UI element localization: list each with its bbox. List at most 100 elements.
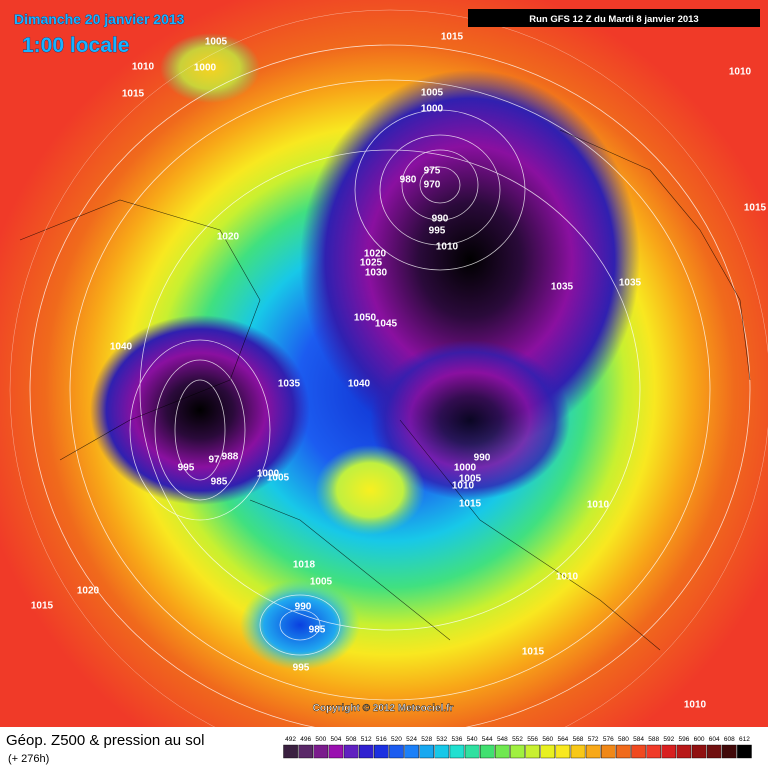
isobar-label: 1040 bbox=[110, 342, 133, 353]
isobar-label: 1005 bbox=[421, 88, 444, 99]
isobar-label: 1030 bbox=[365, 268, 388, 279]
legend-swatch bbox=[283, 744, 298, 759]
field-blob bbox=[160, 33, 260, 103]
isobar-label: 1020 bbox=[217, 232, 240, 243]
legend-label: 568 bbox=[573, 736, 584, 743]
isobar-label: 1035 bbox=[551, 282, 574, 293]
legend-swatch bbox=[313, 744, 329, 759]
legend-swatch bbox=[540, 744, 556, 759]
isobar-label: 1005 bbox=[205, 37, 228, 48]
field-blob bbox=[240, 580, 360, 670]
legend-label: 548 bbox=[497, 736, 508, 743]
graticule bbox=[9, 9, 768, 768]
legend-swatch bbox=[374, 744, 389, 759]
legend-swatch bbox=[419, 744, 434, 759]
run-box bbox=[468, 9, 760, 27]
legend-label: 536 bbox=[452, 736, 463, 743]
legend-swatch bbox=[555, 744, 571, 759]
isobar-label: 1015 bbox=[31, 601, 54, 612]
isobar-label: 1010 bbox=[436, 242, 459, 253]
isobar-label: 1010 bbox=[452, 481, 475, 492]
legend-label: 516 bbox=[376, 736, 387, 743]
legend-label: 576 bbox=[603, 736, 614, 743]
field-low bbox=[90, 315, 310, 505]
field-low bbox=[300, 70, 640, 450]
isobar-label: 990 bbox=[295, 602, 312, 613]
legend-swatch bbox=[404, 744, 419, 759]
legend-label: 528 bbox=[421, 736, 432, 743]
legend-swatch bbox=[585, 744, 601, 759]
legend-swatch bbox=[691, 744, 707, 759]
legend-label: 540 bbox=[467, 736, 478, 743]
isobar-label: 980 bbox=[400, 175, 417, 186]
isobar-label: 1040 bbox=[348, 379, 371, 390]
isobar-label: 1000 bbox=[454, 463, 477, 474]
legend-label: 612 bbox=[739, 736, 750, 743]
isobar-label: 1005 bbox=[459, 474, 482, 485]
legend-swatch bbox=[495, 744, 510, 759]
isobar-label: 970 bbox=[424, 180, 441, 191]
isobar-label: 1015 bbox=[441, 32, 464, 43]
legend-swatch bbox=[449, 744, 465, 759]
legend-label: 508 bbox=[346, 736, 357, 743]
isobar-label: 1015 bbox=[744, 203, 767, 214]
isobar-label: 1010 bbox=[587, 500, 610, 511]
legend-label: 596 bbox=[678, 736, 689, 743]
forecast-step: (+ 276h) bbox=[8, 753, 49, 765]
legend-label: 588 bbox=[648, 736, 659, 743]
isobar-label: 995 bbox=[293, 663, 310, 674]
legend-swatch bbox=[661, 744, 677, 759]
isobar-label: 1015 bbox=[522, 647, 545, 658]
legend-label: 580 bbox=[618, 736, 629, 743]
copyright: Copyright © 2012 Meteociel.fr bbox=[313, 703, 454, 714]
isobar-label: 1010 bbox=[556, 572, 579, 583]
isobar-label: 990 bbox=[474, 453, 491, 464]
legend-label: 552 bbox=[512, 736, 523, 743]
isobar-label: 1015 bbox=[459, 499, 482, 510]
legend-label: 592 bbox=[663, 736, 674, 743]
legend-swatch bbox=[601, 744, 616, 759]
legend-label: 524 bbox=[406, 736, 417, 743]
legend-label: 512 bbox=[361, 736, 372, 743]
legend-swatch bbox=[706, 744, 722, 759]
legend-swatch bbox=[298, 744, 313, 759]
legend-label: 584 bbox=[633, 736, 644, 743]
legend-swatch bbox=[676, 744, 692, 759]
legend-swatch bbox=[464, 744, 480, 759]
isobar-label: 1020 bbox=[364, 249, 387, 260]
legend-swatch bbox=[722, 744, 737, 759]
isobar-label: 1035 bbox=[619, 278, 642, 289]
isobar-label: 1010 bbox=[729, 67, 752, 78]
isobar-label: 1035 bbox=[278, 379, 301, 390]
legend-swatch bbox=[616, 744, 631, 759]
legend-swatch bbox=[479, 744, 495, 759]
legend-label: 600 bbox=[694, 736, 705, 743]
legend-swatch bbox=[358, 744, 374, 759]
isobar-label: 975 bbox=[424, 166, 441, 177]
field-title: Géop. Z500 & pression au sol bbox=[6, 732, 204, 749]
local-time: 1:00 locale bbox=[22, 34, 129, 57]
isobar-label: 1000 bbox=[421, 104, 444, 115]
legend-swatch bbox=[343, 744, 359, 759]
isobar-label: 1000 bbox=[194, 63, 217, 74]
legend-label: 504 bbox=[331, 736, 342, 743]
isobar-label: 1020 bbox=[77, 586, 100, 597]
coastlines bbox=[19, 129, 751, 651]
legend-label: 604 bbox=[709, 736, 720, 743]
legend-swatch bbox=[646, 744, 661, 759]
isobar-label: 1050 bbox=[354, 313, 377, 324]
isobar-label: 990 bbox=[432, 214, 449, 225]
legend-label: 572 bbox=[588, 736, 599, 743]
legend-label: 492 bbox=[285, 736, 296, 743]
isobar-label: 1025 bbox=[360, 258, 383, 269]
isobar-label: 995 bbox=[429, 226, 446, 237]
isobar-label: 995 bbox=[178, 463, 195, 474]
isobar-label: 1010 bbox=[132, 62, 155, 73]
legend: 492 496 500 504 508 512 516 520 524 528 532 536 540 5… bbox=[283, 736, 752, 759]
legend-label: 560 bbox=[542, 736, 553, 743]
run-info: Run GFS 12 Z du Mardi 8 janvier 2013 bbox=[529, 14, 698, 25]
legend-swatch bbox=[434, 744, 450, 759]
isobar-label: 97 bbox=[208, 455, 220, 466]
isobar-label: 985 bbox=[309, 625, 326, 636]
